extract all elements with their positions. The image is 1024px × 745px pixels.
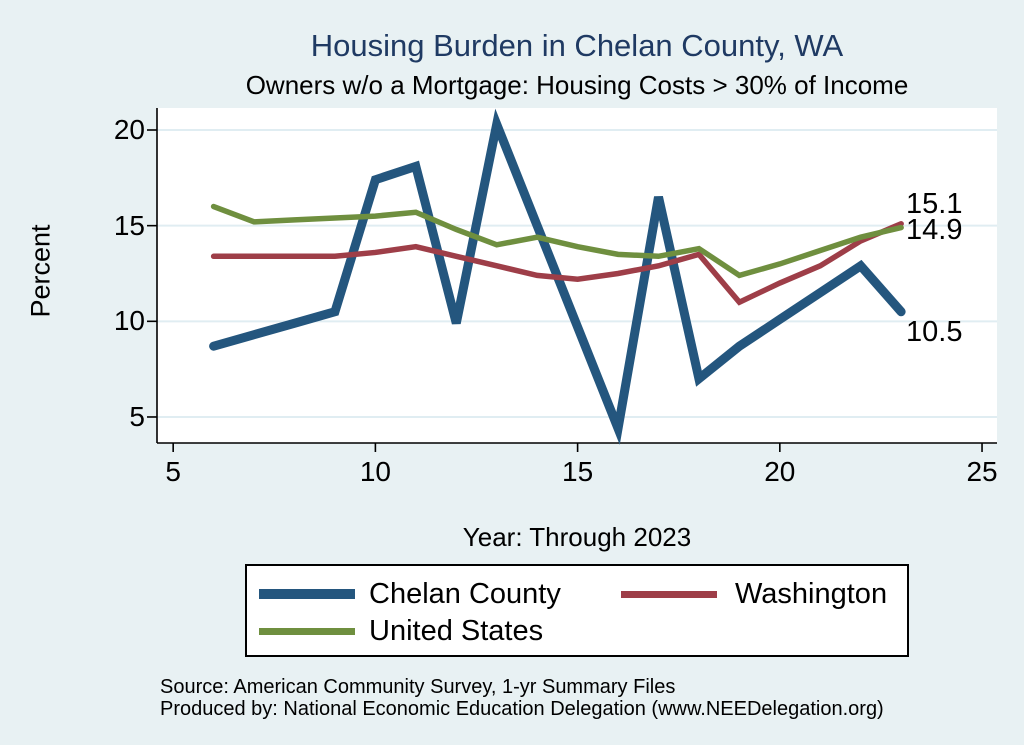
legend-swatch-chelan-county bbox=[259, 589, 355, 599]
series-line-washington bbox=[210, 220, 904, 306]
legend: Chelan County Washington United States bbox=[245, 564, 909, 657]
y-tick-label: 20 bbox=[113, 114, 145, 145]
x-tick-label: 15 bbox=[562, 456, 594, 487]
chart-title: Housing Burden in Chelan County, WA bbox=[310, 28, 844, 63]
plot-area bbox=[147, 108, 997, 452]
footer-source: Source: American Community Survey, 1-yr … bbox=[160, 676, 676, 698]
footer-produced-by: Produced by: National Economic Education… bbox=[160, 698, 884, 720]
series-end-value-chelan-county: 10.5 bbox=[906, 316, 963, 348]
y-tick-label: 15 bbox=[113, 209, 145, 241]
x-tick-label: 10 bbox=[359, 456, 391, 487]
legend-swatch-washington bbox=[621, 591, 717, 598]
chart-subtitle: Owners w/o a Mortgage: Housing Costs > 3… bbox=[245, 70, 909, 100]
x-tick-label: 5 bbox=[165, 456, 181, 487]
legend-label-united-states: United States bbox=[369, 615, 544, 647]
legend-swatch-united-states bbox=[259, 628, 355, 635]
y-tick-label: 5 bbox=[129, 400, 145, 432]
y-axis-title: Percent bbox=[25, 224, 56, 318]
x-axis-title: Year: Through 2023 bbox=[462, 522, 692, 552]
y-tick-label: 10 bbox=[113, 305, 145, 337]
legend-label-washington: Washington bbox=[735, 578, 888, 610]
x-tick-label: 25 bbox=[966, 456, 998, 487]
legend-label-chelan-county: Chelan County bbox=[369, 578, 561, 610]
series-end-value-united-states: 14.9 bbox=[906, 214, 963, 246]
x-tick-label: 20 bbox=[764, 456, 796, 487]
series-line-united-states bbox=[210, 203, 904, 279]
series-end-value-washington: 15.1 bbox=[906, 188, 963, 220]
